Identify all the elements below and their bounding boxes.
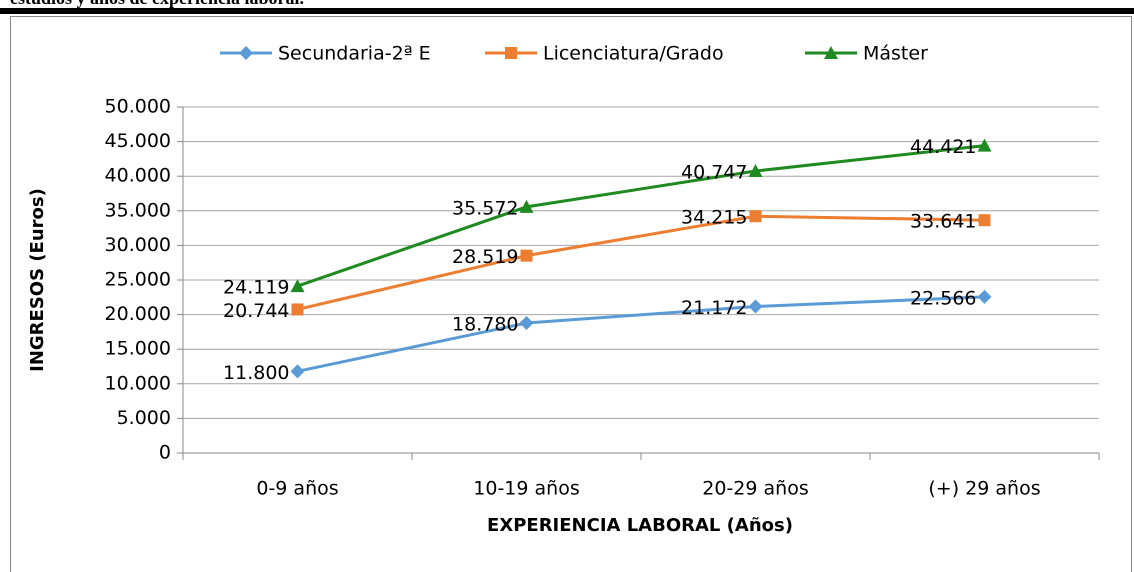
y-tick-label: 30.000 <box>105 234 171 256</box>
data-label: 28.519 <box>452 246 518 268</box>
chart-frame <box>10 16 1132 572</box>
y-tick-label: 50.000 <box>105 96 171 118</box>
y-tick-label: 35.000 <box>105 199 171 221</box>
marker <box>239 46 253 60</box>
rule <box>0 8 1134 14</box>
marker <box>748 299 763 314</box>
y-tick-label: 10.000 <box>105 372 171 394</box>
data-label: 18.780 <box>452 314 518 336</box>
y-tick-label: 45.000 <box>105 130 171 152</box>
x-axis-title: EXPERIENCIA LABORAL (Años) <box>487 515 793 536</box>
x-tick-label: (+) 29 años <box>928 478 1040 500</box>
legend-label: Licenciatura/Grado <box>543 43 724 65</box>
data-label: 21.172 <box>681 297 747 319</box>
marker <box>977 289 992 304</box>
data-label: 11.800 <box>223 362 289 384</box>
marker <box>519 316 534 331</box>
x-tick-label: 20-29 años <box>702 478 808 500</box>
data-label: 35.572 <box>452 197 518 219</box>
legend-label: Secundaria-2ª E <box>278 43 431 65</box>
y-tick-label: 25.000 <box>105 269 171 291</box>
legend-label: Máster <box>863 43 928 65</box>
marker <box>824 46 838 59</box>
marker <box>291 303 304 316</box>
marker <box>748 164 763 178</box>
marker <box>978 214 991 227</box>
marker <box>977 138 992 152</box>
y-axis-title: INGRESOS (Euros) <box>27 188 48 372</box>
y-tick-label: 20.000 <box>105 303 171 325</box>
data-label: 24.119 <box>223 277 289 299</box>
marker <box>519 199 534 213</box>
marker <box>520 249 533 262</box>
marker <box>505 47 517 59</box>
y-tick-label: 0 <box>159 442 171 464</box>
y-tick-label: 5.000 <box>117 407 171 429</box>
y-tick-label: 40.000 <box>105 165 171 187</box>
caption: estudios y años de experiencia laboral. <box>10 0 304 8</box>
data-label: 20.744 <box>223 300 289 322</box>
marker <box>290 279 305 293</box>
data-label: 34.215 <box>681 207 747 229</box>
data-label: 22.566 <box>910 287 976 309</box>
data-label: 44.421 <box>910 136 976 158</box>
x-tick-label: 0-9 años <box>256 478 338 500</box>
y-tick-label: 15.000 <box>105 338 171 360</box>
line <box>297 214 985 311</box>
line <box>297 144 985 288</box>
marker <box>749 210 762 223</box>
data-label: 40.747 <box>681 162 747 184</box>
x-tick-label: 10-19 años <box>473 478 579 500</box>
marker <box>290 364 305 379</box>
line <box>297 295 985 373</box>
data-label: 33.641 <box>910 211 976 233</box>
